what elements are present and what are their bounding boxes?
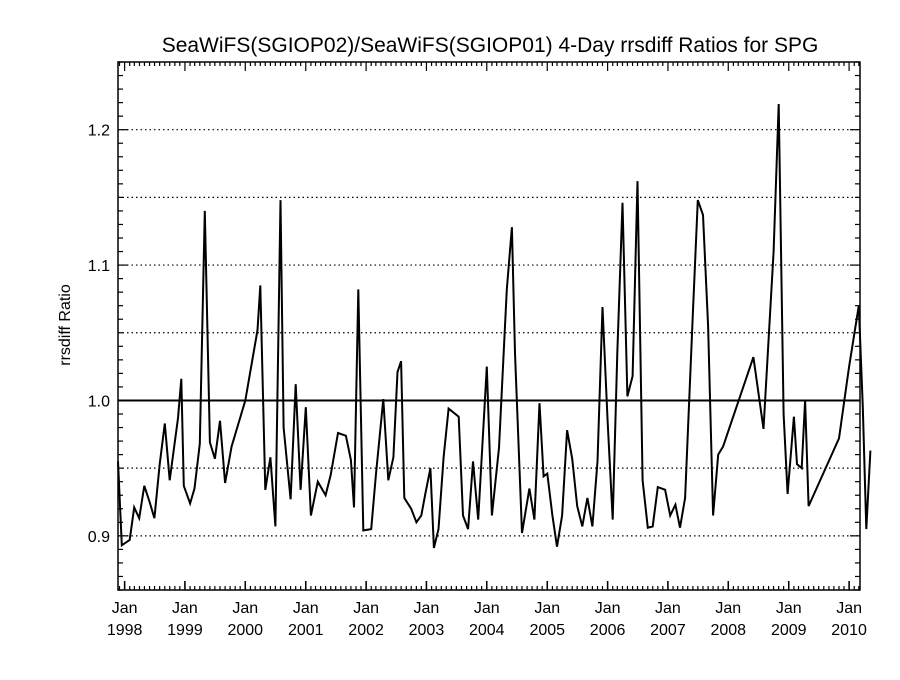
x-tick-label-year: 1998 <box>107 622 143 639</box>
x-tick-label-month: Jan <box>534 600 560 617</box>
x-tick-label-year: 2001 <box>288 622 324 639</box>
x-tick-label-month: Jan <box>293 600 319 617</box>
y-tick-label: 1.1 <box>88 258 110 275</box>
x-tick-label-month: Jan <box>595 600 621 617</box>
x-tick-label-year: 2003 <box>409 622 445 639</box>
x-tick-label-month: Jan <box>232 600 258 617</box>
x-tick-label-month: Jan <box>715 600 741 617</box>
x-tick-label-month: Jan <box>474 600 500 617</box>
x-tick-label-month: Jan <box>112 600 138 617</box>
x-tick-label-month: Jan <box>655 600 681 617</box>
x-tick-label-year: 2004 <box>469 622 505 639</box>
y-tick-label: 1.0 <box>88 393 110 410</box>
x-tick-label-month: Jan <box>836 600 862 617</box>
axes-frame <box>117 61 861 591</box>
y-axis-label: rrsdiff Ratio <box>57 284 74 366</box>
series-group <box>117 103 872 549</box>
chart-title: SeaWiFS(SGIOP02)/SeaWiFS(SGIOP01) 4-Day … <box>162 34 819 57</box>
x-tick-label-year: 2005 <box>529 622 565 639</box>
x-axis-ticks: Jan 1998 Jan 1999 Jan 2000 Jan 2001 Jan 2002 Jan 20… <box>107 62 867 639</box>
x-tick-label-year: 2000 <box>227 622 263 639</box>
x-tick-label-year: 2010 <box>831 622 867 639</box>
x-tick-label-year: 2002 <box>348 622 384 639</box>
x-tick-label-month: Jan <box>353 600 379 617</box>
x-tick-label-year: 2006 <box>590 622 626 639</box>
series-line-0 <box>117 103 872 549</box>
x-tick-label-year: 2007 <box>650 622 686 639</box>
x-tick-label-year: 2009 <box>771 622 807 639</box>
plot-frame <box>117 61 861 591</box>
x-tick-label-month: Jan <box>776 600 802 617</box>
y-tick-label: 0.9 <box>88 529 110 546</box>
y-tick-label: 1.2 <box>88 123 110 140</box>
x-tick-label-month: Jan <box>172 600 198 617</box>
y-axis-ticks: 0.9 1.0 1.1 1.2 <box>88 61 860 591</box>
x-tick-label-month: Jan <box>414 600 440 617</box>
grid-lines <box>118 129 860 537</box>
x-tick-label-year: 1999 <box>167 622 203 639</box>
x-tick-label-year: 2008 <box>710 622 746 639</box>
